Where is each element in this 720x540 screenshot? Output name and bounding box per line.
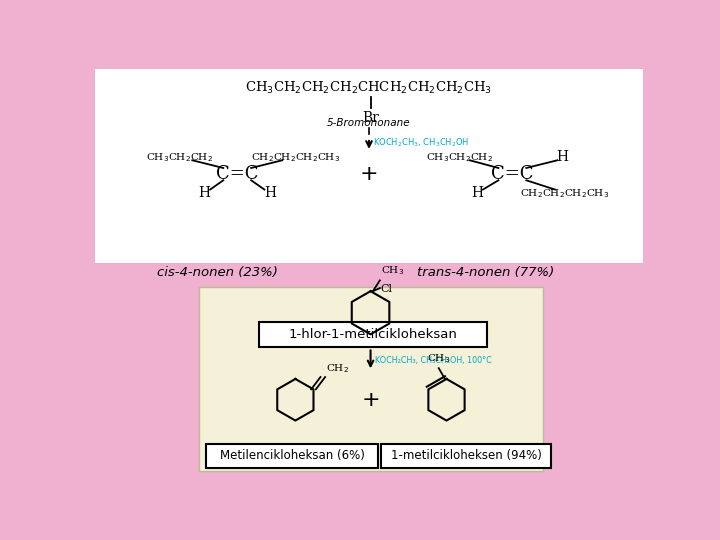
Text: C=C: C=C — [216, 165, 258, 183]
Text: Cl: Cl — [381, 284, 392, 294]
Text: +: + — [360, 164, 378, 184]
Text: CH$_3$CH$_2$CH$_2$CH$_2$CHCH$_2$CH$_2$CH$_2$CH$_3$: CH$_3$CH$_2$CH$_2$CH$_2$CHCH$_2$CH$_2$CH… — [246, 80, 492, 96]
Text: trans-4-nonen (77%): trans-4-nonen (77%) — [417, 266, 554, 279]
Text: KOCH$_2$CH$_3$, CH$_3$CH$_2$OH: KOCH$_2$CH$_3$, CH$_3$CH$_2$OH — [373, 137, 469, 149]
Text: H: H — [472, 186, 484, 200]
Text: 1-metilcikloheksen (94%): 1-metilcikloheksen (94%) — [391, 449, 541, 462]
FancyBboxPatch shape — [206, 444, 378, 468]
Text: H: H — [557, 150, 569, 164]
Text: Br: Br — [362, 111, 379, 125]
Text: CH$_2$CH$_2$CH$_2$CH$_3$: CH$_2$CH$_2$CH$_2$CH$_3$ — [251, 151, 340, 164]
Text: Metilencikloheksan (6%): Metilencikloheksan (6%) — [220, 449, 365, 462]
Text: cis-4-nonen (23%): cis-4-nonen (23%) — [158, 266, 279, 279]
Text: CH$_2$: CH$_2$ — [326, 363, 348, 375]
Polygon shape — [96, 69, 642, 264]
Text: H: H — [199, 186, 211, 200]
Text: CH$_3$: CH$_3$ — [382, 265, 405, 278]
Text: C=C: C=C — [491, 165, 534, 183]
Text: 5-Bromononane: 5-Bromononane — [327, 118, 411, 127]
Text: +: + — [361, 390, 380, 410]
Text: CH$_3$CH$_2$CH$_2$: CH$_3$CH$_2$CH$_2$ — [426, 151, 493, 164]
Text: CH$_2$CH$_2$CH$_2$CH$_3$: CH$_2$CH$_2$CH$_2$CH$_3$ — [521, 187, 610, 200]
FancyBboxPatch shape — [382, 444, 551, 468]
Text: 1-hlor-1-metilcikloheksan: 1-hlor-1-metilcikloheksan — [289, 328, 457, 341]
Polygon shape — [199, 287, 544, 471]
Text: H: H — [264, 186, 276, 200]
Text: KOCH₂CH₃, CH₃CH₂OH, 100°C: KOCH₂CH₃, CH₃CH₂OH, 100°C — [375, 356, 492, 365]
Text: CH$_3$CH$_2$CH$_2$: CH$_3$CH$_2$CH$_2$ — [145, 151, 212, 164]
Text: CH$_3$: CH$_3$ — [427, 352, 450, 365]
FancyBboxPatch shape — [259, 322, 487, 347]
